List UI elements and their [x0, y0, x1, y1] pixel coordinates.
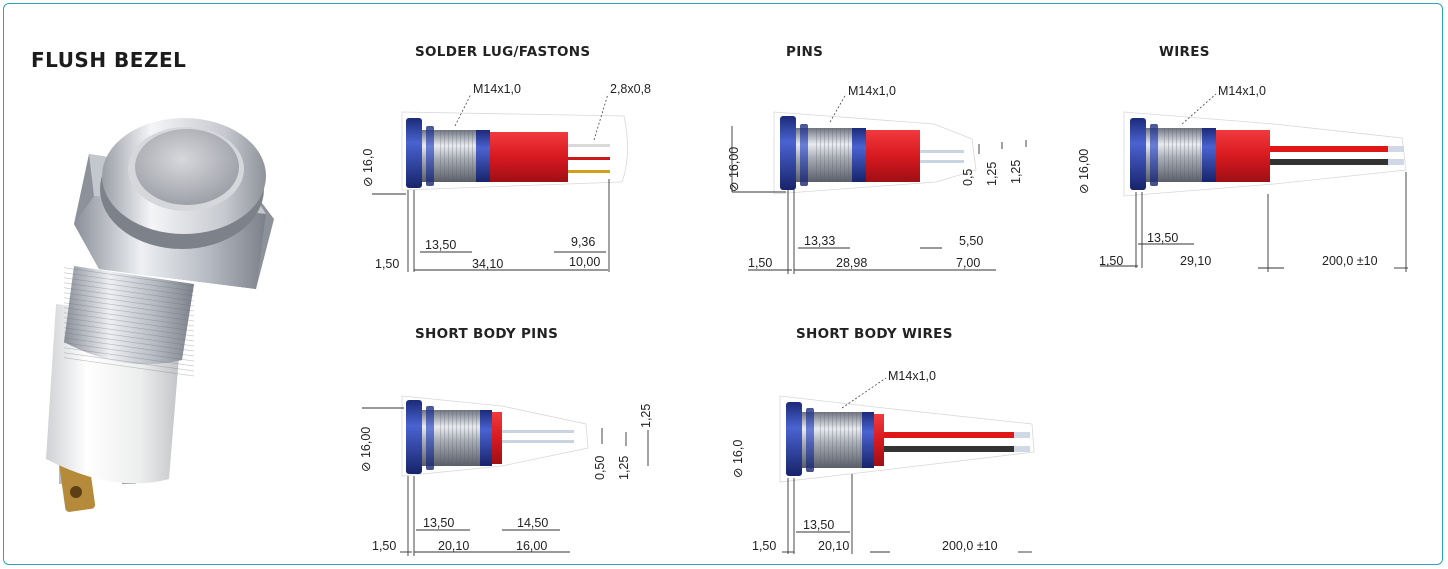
dim-13-50-solder: 13,50: [425, 238, 456, 252]
dim-7-00-pins: 7,00: [956, 256, 980, 270]
datasheet-panel: FLUSH BEZEL SOLDER LUG/FASTONS PINS WIRE…: [3, 3, 1443, 565]
dim-9-36-solder: 9,36: [571, 235, 595, 249]
dim-200-short-wires: 200,0 ±10: [942, 539, 998, 553]
diameter-label-short-pins: ⊘ 16,00: [359, 427, 373, 472]
dim-13-50-short-wires: 13,50: [803, 518, 834, 532]
heading-solder-lug: SOLDER LUG/FASTONS: [415, 44, 591, 60]
thread-label-solder-lug: M14x1,0: [473, 82, 521, 96]
dim-5-50-pins: 5,50: [959, 234, 983, 248]
dim-1-50-wires: 1,50: [1099, 254, 1123, 268]
dim-20-10-short-pins: 20,10: [438, 539, 469, 553]
dim-13-50-short-pins: 13,50: [423, 516, 454, 530]
diameter-label-solder-lug: ⊘ 16,0: [361, 149, 375, 187]
diameter-label-wires: ⊘ 16,00: [1077, 149, 1091, 194]
thread-label-short-wires: M14x1,0: [888, 369, 936, 383]
thread-label-wires: M14x1,0: [1218, 84, 1266, 98]
dim-1-25-pins-a: 1,25: [985, 162, 999, 186]
thread-label-pins: M14x1,0: [848, 84, 896, 98]
product-photo: [46, 118, 274, 512]
heading-pins: PINS: [786, 44, 824, 60]
heading-short-body-wires: SHORT BODY WIRES: [796, 326, 953, 342]
dim-28-98-pins: 28,98: [836, 256, 867, 270]
dim-14-50-short-pins: 14,50: [517, 516, 548, 530]
dim-29-10-wires: 29,10: [1180, 254, 1211, 268]
drawing-pins: [773, 111, 977, 195]
diameter-label-pins: ⊘ 16,00: [727, 147, 741, 192]
dim-1-50-short-wires: 1,50: [752, 539, 776, 553]
dim-1-25-short-pins-a: 1,25: [617, 456, 631, 480]
heading-short-body-pins: SHORT BODY PINS: [415, 326, 559, 342]
dim-1-50-short-pins: 1,50: [372, 539, 396, 553]
page-title: FLUSH BEZEL: [31, 48, 187, 72]
dim-200-wires: 200,0 ±10: [1322, 254, 1378, 268]
lug-size-label: 2,8x0,8: [610, 82, 651, 96]
dim-1-50-pins: 1,50: [748, 256, 772, 270]
dim-0-50-short-pins: 0,50: [593, 456, 607, 480]
dim-1-25-pins-b: 1,25: [1009, 160, 1023, 184]
drawings-canvas: M14x1,0 2,8x0,8 ⊘ 16,0 13,50 1,50 34,10 …: [46, 82, 1408, 556]
drawing-short-body-pins: [401, 395, 589, 477]
dim-1-50-solder: 1,50: [375, 257, 399, 271]
dim-13-50-wires: 13,50: [1147, 231, 1178, 245]
drawing-short-body-wires: [779, 395, 1035, 483]
dim-20-10-short-wires: 20,10: [818, 539, 849, 553]
diameter-label-short-wires: ⊘ 16,0: [731, 440, 745, 478]
dim-0-5-pins: 0,5: [961, 169, 975, 186]
dim-16-00-short-pins: 16,00: [516, 539, 547, 553]
dim-10-00-solder: 10,00: [569, 255, 600, 269]
dim-13-33-pins: 13,33: [804, 234, 835, 248]
drawing-solder-lug: [401, 111, 628, 191]
dim-1-25-short-pins-b: 1,25: [639, 404, 653, 428]
dim-34-10-solder: 34,10: [472, 257, 503, 271]
drawing-wires: [1123, 111, 1407, 197]
heading-wires: WIRES: [1159, 44, 1210, 60]
